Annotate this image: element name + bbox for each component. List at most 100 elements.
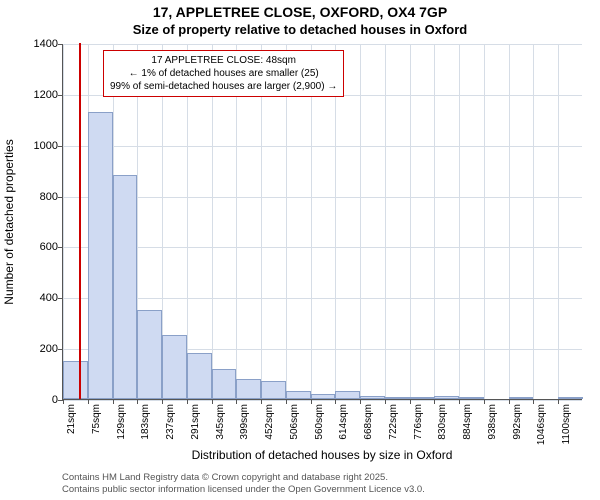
gridline-v xyxy=(236,44,237,399)
histogram-bar xyxy=(335,391,360,399)
xtick-label: 506sqm xyxy=(289,404,300,454)
gridline-h xyxy=(63,400,582,401)
histogram-bar xyxy=(360,396,385,399)
xtick-mark xyxy=(484,399,485,404)
gridline-v xyxy=(286,44,287,399)
xtick-label: 614sqm xyxy=(338,404,349,454)
gridline-v xyxy=(335,44,336,399)
gridline-v xyxy=(311,44,312,399)
gridline-v xyxy=(212,44,213,399)
gridline-v xyxy=(410,44,411,399)
xtick-label: 237sqm xyxy=(165,404,176,454)
xtick-mark xyxy=(360,399,361,404)
gridline-v xyxy=(261,44,262,399)
histogram-bar xyxy=(88,112,113,399)
xtick-label: 830sqm xyxy=(437,404,448,454)
xtick-mark xyxy=(137,399,138,404)
histogram-bar xyxy=(187,353,212,399)
xtick-mark xyxy=(63,399,64,404)
gridline-v xyxy=(385,44,386,399)
xtick-mark xyxy=(410,399,411,404)
histogram-bar xyxy=(434,396,459,399)
histogram-bar xyxy=(410,397,435,399)
xtick-mark xyxy=(311,399,312,404)
gridline-v xyxy=(558,44,559,399)
xtick-mark xyxy=(236,399,237,404)
annotation-line3: 99% of semi-detached houses are larger (… xyxy=(110,80,337,93)
xtick-mark xyxy=(88,399,89,404)
xtick-label: 1046sqm xyxy=(536,404,547,454)
chart-container: 17, APPLETREE CLOSE, OXFORD, OX4 7GP Siz… xyxy=(0,0,600,500)
y-axis-label: Number of detached properties xyxy=(2,139,16,304)
xtick-mark xyxy=(187,399,188,404)
gridline-h xyxy=(63,44,582,45)
annotation-line1: 17 APPLETREE CLOSE: 48sqm xyxy=(110,54,337,67)
histogram-bar xyxy=(63,361,88,399)
gridline-h xyxy=(63,146,582,147)
xtick-label: 399sqm xyxy=(239,404,250,454)
gridline-h xyxy=(63,247,582,248)
histogram-bar xyxy=(236,379,261,399)
xtick-label: 129sqm xyxy=(116,404,127,454)
footer-attribution: Contains HM Land Registry data © Crown c… xyxy=(62,472,425,496)
reference-line xyxy=(79,43,81,399)
ytick-label: 1200 xyxy=(8,89,58,101)
xtick-mark xyxy=(212,399,213,404)
xtick-mark xyxy=(162,399,163,404)
ytick-label: 1400 xyxy=(8,38,58,50)
histogram-bar xyxy=(385,397,410,399)
footer-line1: Contains HM Land Registry data © Crown c… xyxy=(62,472,425,484)
xtick-label: 183sqm xyxy=(140,404,151,454)
xtick-mark xyxy=(113,399,114,404)
xtick-mark xyxy=(434,399,435,404)
histogram-bar xyxy=(286,391,311,399)
ytick-label: 400 xyxy=(8,292,58,304)
xtick-label: 75sqm xyxy=(91,404,102,454)
gridline-v xyxy=(459,44,460,399)
gridline-v xyxy=(63,44,64,399)
xtick-label: 452sqm xyxy=(264,404,275,454)
gridline-v xyxy=(434,44,435,399)
gridline-v xyxy=(484,44,485,399)
plot-area: 17 APPLETREE CLOSE: 48sqm ← 1% of detach… xyxy=(62,44,582,400)
ytick-label: 1000 xyxy=(8,140,58,152)
chart-title-line1: 17, APPLETREE CLOSE, OXFORD, OX4 7GP xyxy=(0,4,600,20)
xtick-mark xyxy=(558,399,559,404)
histogram-bar xyxy=(162,335,187,399)
xtick-mark xyxy=(261,399,262,404)
xtick-mark xyxy=(335,399,336,404)
xtick-label: 21sqm xyxy=(66,404,77,454)
gridline-v xyxy=(509,44,510,399)
xtick-mark xyxy=(385,399,386,404)
xtick-mark xyxy=(286,399,287,404)
xtick-label: 776sqm xyxy=(413,404,424,454)
gridline-v xyxy=(187,44,188,399)
xtick-label: 722sqm xyxy=(388,404,399,454)
histogram-bar xyxy=(113,175,138,399)
histogram-bar xyxy=(137,310,162,399)
xtick-label: 1100sqm xyxy=(561,404,572,454)
ytick-label: 800 xyxy=(8,191,58,203)
xtick-label: 345sqm xyxy=(215,404,226,454)
histogram-bar xyxy=(558,397,583,399)
ytick-label: 200 xyxy=(8,343,58,355)
footer-line2: Contains public sector information licen… xyxy=(62,484,425,496)
gridline-h xyxy=(63,197,582,198)
annotation-box: 17 APPLETREE CLOSE: 48sqm ← 1% of detach… xyxy=(103,50,344,97)
xtick-label: 992sqm xyxy=(512,404,523,454)
histogram-bar xyxy=(311,394,336,399)
ytick-label: 600 xyxy=(8,241,58,253)
xtick-label: 884sqm xyxy=(462,404,473,454)
histogram-bar xyxy=(212,369,237,400)
gridline-v xyxy=(533,44,534,399)
histogram-bar xyxy=(261,381,286,399)
chart-title-line2: Size of property relative to detached ho… xyxy=(0,22,600,37)
xtick-label: 291sqm xyxy=(190,404,201,454)
histogram-bar xyxy=(459,397,484,399)
ytick-label: 0 xyxy=(8,394,58,406)
xtick-label: 560sqm xyxy=(314,404,325,454)
gridline-h xyxy=(63,298,582,299)
gridline-v xyxy=(360,44,361,399)
xtick-mark xyxy=(459,399,460,404)
xtick-mark xyxy=(509,399,510,404)
